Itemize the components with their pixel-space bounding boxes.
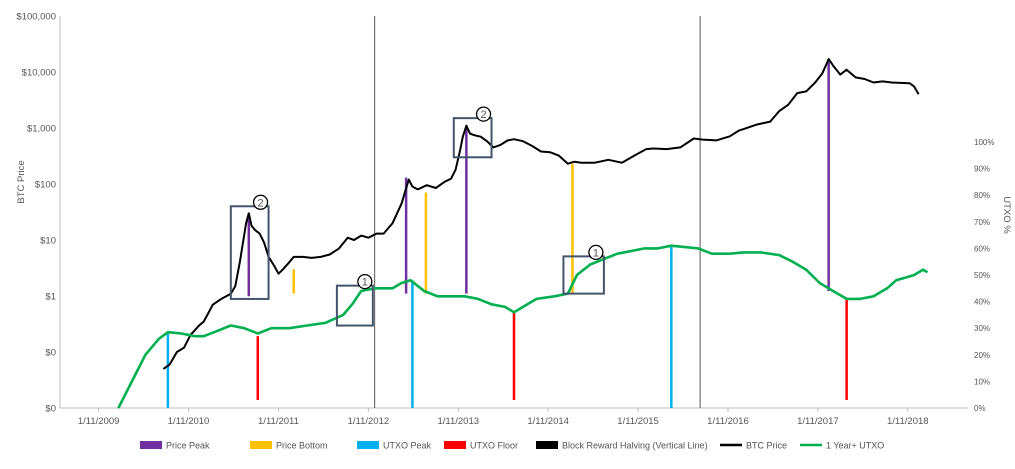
legend-swatch-4 xyxy=(444,441,466,449)
legend-label-3: UTXO Peak xyxy=(383,441,432,451)
right-tick-label: 20% xyxy=(974,351,990,360)
right-tick-label: 30% xyxy=(974,324,990,333)
right-tick-label: 90% xyxy=(974,165,990,174)
left-tick-label: $10,000 xyxy=(22,68,56,79)
annotation-boxes: 2 1 2 1 xyxy=(229,106,605,327)
left-tick-label: $1 xyxy=(45,292,56,303)
x-tick-label: 1/11/2018 xyxy=(887,416,929,427)
x-axis: 1/11/2009 1/11/2010 1/11/2011 1/11/2012 1/11… xyxy=(78,408,929,427)
legend-swatch-1 xyxy=(140,441,162,449)
annotation-label-1: 2 xyxy=(258,197,264,209)
btc-price-line xyxy=(162,58,920,370)
vertical-markers xyxy=(166,59,848,408)
annotation-circle-4 xyxy=(588,244,604,261)
x-tick-label: 1/11/2012 xyxy=(348,416,390,427)
left-tick-label: $0 xyxy=(45,348,56,359)
legend-label-1: Price Peak xyxy=(166,441,210,451)
right-tick-label: 40% xyxy=(974,298,990,307)
annotation-box-3 xyxy=(452,117,493,159)
right-tick-label: 70% xyxy=(974,218,990,227)
left-tick-label: $10 xyxy=(40,236,56,247)
right-tick-label: 0% xyxy=(974,404,986,413)
x-tick-label: 1/11/2011 xyxy=(258,416,299,427)
right-axis: 100% 90% 80% 70% 60% 50% 40% 30% 20% 10% 0% UTXO % xyxy=(974,138,1012,413)
left-tick-label: $100,000 xyxy=(16,12,56,23)
x-tick-label: 1/11/2013 xyxy=(437,416,479,427)
annotation-label-2: 1 xyxy=(362,277,368,289)
x-tick-label: 1/11/2016 xyxy=(707,416,749,427)
annotation-circle-2 xyxy=(357,273,373,290)
x-tick-label: 1/11/2015 xyxy=(617,416,659,427)
annotation-label-4: 1 xyxy=(593,247,599,259)
annotation-circle-3 xyxy=(475,106,492,122)
halving-lines xyxy=(374,16,701,408)
series-lines xyxy=(117,58,929,409)
legend-swatch-2 xyxy=(250,441,272,449)
right-tick-label: 10% xyxy=(974,377,990,386)
annotation-box-1 xyxy=(229,205,270,300)
annotation-box-4 xyxy=(562,255,605,295)
legend-label-4: UTXO Floor xyxy=(470,441,518,451)
legend-label-7: 1 Year+ UTXO xyxy=(826,441,884,451)
legend: Price Peak Price Bottom UTXO Peak UTXO Floo… xyxy=(140,441,884,451)
annotation-box-2 xyxy=(335,284,374,327)
x-tick-label: 1/11/2010 xyxy=(168,416,210,427)
legend-label-2: Price Bottom xyxy=(276,441,328,451)
x-tick-label: 1/11/2017 xyxy=(797,416,839,427)
annotation-circle-1 xyxy=(252,194,269,210)
left-tick-label: $0 xyxy=(45,404,56,415)
legend-swatch-3 xyxy=(357,441,379,449)
legend-swatch-5 xyxy=(536,441,558,449)
right-tick-label: 50% xyxy=(974,271,990,280)
right-tick-label: 80% xyxy=(974,191,990,200)
legend-label-6: BTC Price xyxy=(746,441,787,451)
left-tick-label: $1,000 xyxy=(27,124,56,135)
plot-area xyxy=(59,16,968,409)
legend-label-5: Block Reward Halving (Vertical Line) xyxy=(562,441,708,451)
right-tick-label: 100% xyxy=(974,138,994,147)
annotation-label-3: 2 xyxy=(480,109,486,121)
left-tick-label: $100 xyxy=(35,180,56,191)
right-tick-label: 60% xyxy=(974,244,990,253)
x-tick-label: 1/11/2014 xyxy=(527,416,569,427)
left-axis-title: BTC Price xyxy=(16,160,27,203)
utxo-line xyxy=(117,244,929,409)
x-tick-label: 1/11/2009 xyxy=(78,416,120,427)
left-axis: $100,000 $10,000 $1,000 $100 $10 $1 $0 $0 BTC Pr… xyxy=(16,12,56,415)
right-axis-title: UTXO % xyxy=(1001,196,1012,234)
